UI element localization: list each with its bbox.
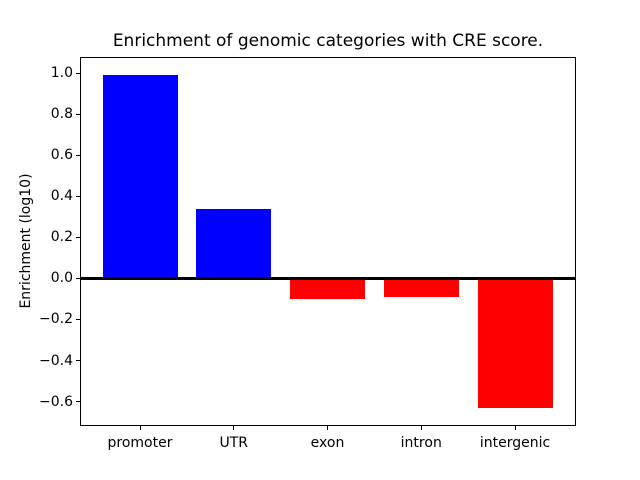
bar-UTR: [196, 208, 272, 279]
x-tick-mark: [514, 426, 516, 430]
y-tick-mark: [76, 72, 80, 74]
bar-promoter: [102, 75, 178, 279]
x-tick-label-intron: intron: [400, 435, 442, 451]
y-tick-label: −0.6: [39, 393, 73, 410]
y-tick-label: 0.6: [50, 147, 73, 164]
y-tick-mark: [76, 195, 80, 197]
y-tick-mark: [76, 154, 80, 156]
zero-line: [80, 276, 576, 280]
chart-title: Enrichment of genomic categories with CR…: [112, 31, 544, 51]
y-tick-mark: [76, 113, 80, 115]
y-tick-mark: [76, 401, 80, 403]
x-tick-label-intergenic: intergenic: [479, 435, 551, 451]
y-tick-mark: [76, 318, 80, 320]
bar-exon: [290, 278, 365, 299]
y-tick-label: −0.2: [39, 311, 73, 328]
y-tick-label: 0.8: [50, 106, 73, 123]
bar-intron: [383, 278, 459, 297]
y-tick-label: 0.4: [50, 188, 73, 205]
x-tick-mark: [420, 426, 422, 430]
x-tick-mark: [327, 426, 328, 430]
y-tick-label: 1.0: [50, 65, 73, 82]
x-tick-label-UTR: UTR: [219, 435, 249, 451]
y-tick-label: 0.2: [50, 229, 73, 246]
y-tick-label: −0.4: [39, 352, 73, 369]
x-tick-mark: [233, 426, 235, 430]
bar-intergenic: [477, 278, 553, 408]
x-tick-mark: [139, 426, 141, 430]
x-tick-label-promoter: promoter: [107, 435, 173, 451]
y-tick-mark: [76, 277, 80, 279]
y-tick-label: 0.0: [50, 270, 73, 287]
y-tick-mark: [76, 236, 80, 238]
y-tick-mark: [76, 360, 80, 362]
x-tick-label-exon: exon: [310, 435, 345, 451]
